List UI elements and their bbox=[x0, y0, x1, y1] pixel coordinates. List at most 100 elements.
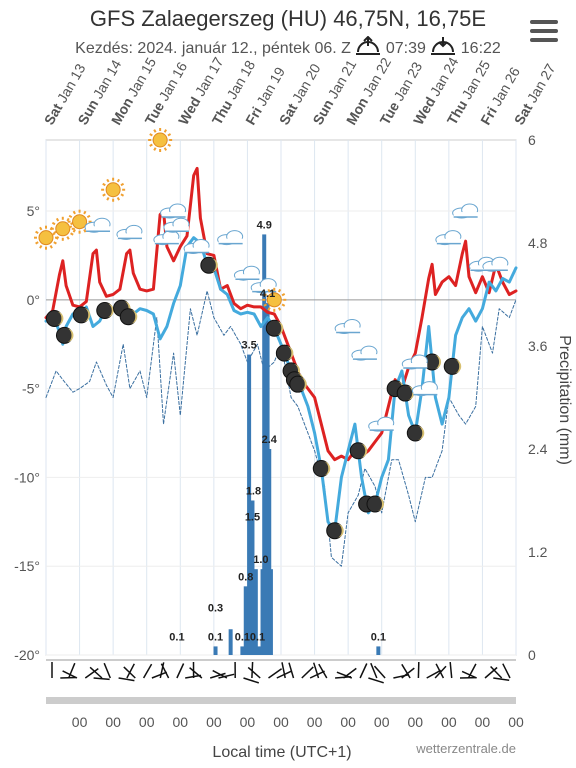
hour-axis-strip bbox=[46, 697, 516, 704]
sun-disc bbox=[55, 221, 71, 237]
precipitation-labels: 0.1 0.10.30.10.83.51.51.80.11.04.94.12.40… bbox=[169, 219, 386, 643]
max-temperature-series bbox=[44, 166, 518, 462]
sun-ray bbox=[83, 228, 87, 233]
moon-crescent bbox=[434, 354, 442, 369]
wind-barb bbox=[393, 673, 410, 679]
precipitation-data-label: 1.5 bbox=[245, 511, 260, 523]
hour-tick-label: 00 bbox=[72, 714, 88, 730]
sun-ray bbox=[163, 147, 168, 151]
precipitation-bar bbox=[240, 646, 245, 655]
moon-crescent bbox=[360, 443, 368, 458]
wind-barb bbox=[318, 663, 328, 679]
cloud-base bbox=[470, 265, 495, 271]
precipitation-data-label: 4.1 bbox=[260, 288, 275, 300]
wind-barb bbox=[502, 663, 511, 679]
wind-barb bbox=[142, 663, 153, 679]
hour-tick-label: 00 bbox=[273, 714, 289, 730]
sun-ray bbox=[68, 214, 73, 219]
y-right-tick-label: 3.6 bbox=[528, 338, 548, 354]
grid bbox=[45, 139, 517, 656]
cloud-base bbox=[86, 226, 111, 232]
sun-ray bbox=[39, 244, 43, 249]
wind-barb bbox=[243, 677, 260, 684]
sun-ray bbox=[86, 214, 91, 219]
wind-barb bbox=[126, 663, 135, 679]
cloud-icon bbox=[452, 203, 479, 219]
wind-barb bbox=[426, 669, 442, 679]
cloud-icon bbox=[160, 203, 187, 219]
cloud-icon bbox=[153, 230, 180, 246]
wind-barb bbox=[118, 677, 135, 682]
sun-ray bbox=[106, 178, 110, 183]
wind-barb bbox=[401, 667, 415, 679]
wind-barb bbox=[484, 666, 498, 679]
sun-ray bbox=[167, 133, 172, 137]
sun-ray bbox=[35, 241, 39, 245]
sun-ray bbox=[83, 210, 87, 215]
y-right-tick-label: 2.4 bbox=[528, 441, 548, 457]
cloud-base bbox=[161, 212, 186, 218]
sun-ray bbox=[66, 236, 70, 240]
day-date: Jan 15 bbox=[122, 55, 159, 103]
sun-ray bbox=[116, 197, 121, 201]
precipitation-bar bbox=[228, 629, 233, 655]
sun-ray bbox=[153, 129, 157, 133]
precipitation-data-label: 3.5 bbox=[241, 340, 256, 352]
sun-ray bbox=[149, 143, 153, 147]
chart-subtitle: Kezdés: 2024. január 12., péntek 06. Z 0… bbox=[0, 35, 576, 58]
cloud-icon bbox=[435, 230, 462, 246]
cloud-icon bbox=[482, 256, 509, 272]
precipitation-series bbox=[213, 234, 381, 655]
wind-barb bbox=[435, 663, 445, 679]
moon-crescent bbox=[276, 321, 284, 336]
y-right-tick-label: 6 bbox=[528, 132, 536, 148]
cloud-base bbox=[154, 238, 179, 244]
wind-barb bbox=[247, 666, 261, 679]
cloud-icon bbox=[250, 278, 277, 294]
day-date: Jan 22 bbox=[357, 55, 394, 103]
wind-barb bbox=[93, 677, 110, 681]
moon-icon bbox=[200, 256, 218, 274]
sun-ray bbox=[70, 232, 74, 236]
hamburger-menu-icon[interactable] bbox=[530, 20, 558, 44]
sun-ray bbox=[167, 143, 172, 147]
cloud-icon bbox=[163, 217, 190, 233]
day-date: Jan 19 bbox=[251, 64, 288, 112]
precipitation-bar bbox=[262, 234, 267, 655]
sun-ray bbox=[149, 133, 153, 137]
cloud-icon bbox=[183, 239, 210, 255]
sun-icon bbox=[50, 216, 75, 241]
day-date: Jan 18 bbox=[221, 57, 258, 105]
moon-crescent bbox=[377, 497, 384, 512]
wind-barb bbox=[151, 671, 168, 679]
x-axis-label: Local time (UTC+1) bbox=[212, 744, 351, 761]
moon-icon bbox=[312, 460, 331, 478]
day-name: Fri bbox=[477, 104, 500, 127]
sun-ray bbox=[263, 292, 267, 297]
wind-barb bbox=[268, 668, 283, 679]
wind-barb bbox=[212, 669, 228, 679]
hour-tick-label: 00 bbox=[475, 714, 491, 730]
hour-tick-label: 00 bbox=[139, 714, 155, 730]
cloud-base bbox=[369, 425, 394, 431]
chart-title: GFS Zalaegerszeg (HU) 46,75N, 16,75E bbox=[89, 6, 487, 31]
moon-crescent bbox=[417, 426, 425, 441]
cloud-base bbox=[117, 233, 142, 239]
wind-barb bbox=[373, 665, 386, 679]
sun-ray bbox=[102, 193, 106, 197]
hour-tick-label: 00 bbox=[374, 714, 390, 730]
wind-barb bbox=[312, 662, 320, 679]
sun-disc bbox=[72, 214, 88, 230]
y-right-axis-label: Precipitation (mm) bbox=[556, 335, 573, 465]
hour-axis: 00 00 00 00 00 00 00 00 00 00 00 00 00 00 bbox=[46, 697, 524, 730]
sun-ray bbox=[102, 182, 106, 187]
wind-barb bbox=[461, 670, 478, 679]
precipitation-data-label: 0.8 bbox=[238, 571, 253, 583]
cloud-base bbox=[483, 265, 508, 271]
hour-tick-label: 00 bbox=[307, 714, 323, 730]
sun-disc bbox=[266, 292, 282, 308]
sun-ray bbox=[55, 217, 60, 222]
wind-barb bbox=[370, 662, 378, 679]
wind-barb bbox=[68, 662, 76, 679]
wind-barbs bbox=[46, 659, 516, 684]
